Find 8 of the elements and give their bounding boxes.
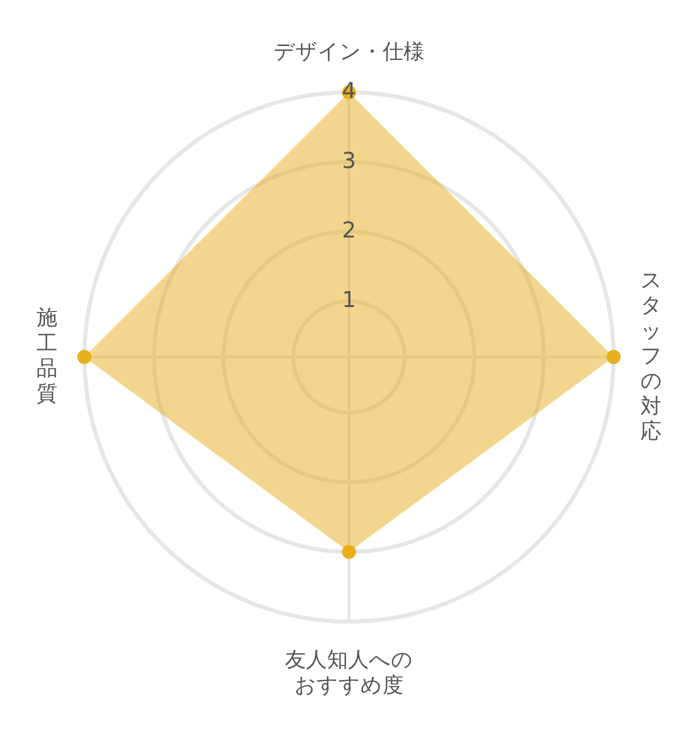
spoke-label: デザイン・仕様 bbox=[274, 39, 424, 64]
y-tick-label: 4 bbox=[342, 79, 356, 104]
spoke-label: スタッフの対応 bbox=[640, 268, 663, 444]
y-tick-label: 2 bbox=[342, 218, 356, 244]
y-tick-label: 3 bbox=[342, 148, 356, 174]
y-tick-label: 1 bbox=[342, 288, 356, 314]
spoke-label: 施工品質 bbox=[36, 306, 58, 406]
spoke-label: 友人知人へのおすすめ度 bbox=[285, 648, 413, 697]
